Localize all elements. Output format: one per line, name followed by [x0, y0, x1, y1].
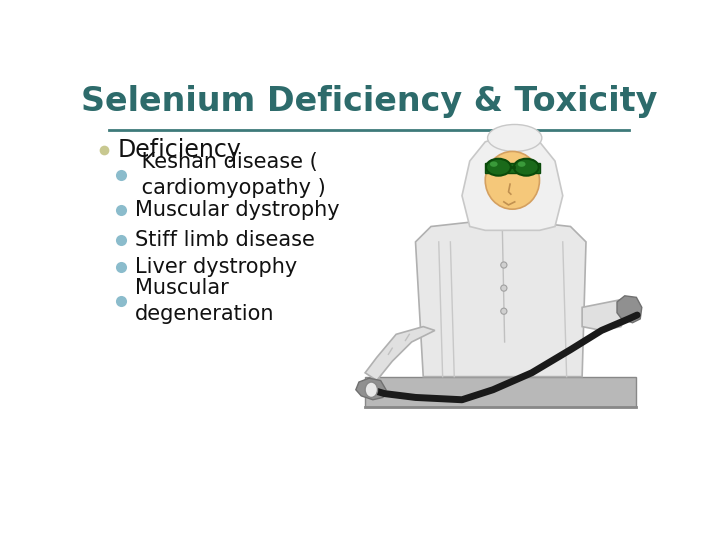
Ellipse shape: [514, 159, 539, 176]
Polygon shape: [485, 211, 539, 226]
Polygon shape: [356, 378, 386, 400]
Polygon shape: [485, 164, 539, 173]
Text: Muscular
degeneration: Muscular degeneration: [135, 279, 274, 324]
Text: Muscular dystrophy: Muscular dystrophy: [135, 200, 340, 220]
Polygon shape: [415, 219, 586, 377]
Polygon shape: [365, 377, 636, 408]
FancyBboxPatch shape: [84, 59, 654, 486]
Ellipse shape: [486, 159, 510, 176]
Ellipse shape: [365, 382, 377, 397]
Polygon shape: [365, 327, 435, 381]
Ellipse shape: [518, 161, 526, 167]
Polygon shape: [617, 296, 642, 323]
Ellipse shape: [487, 125, 542, 151]
Text: Selenium Deficiency & Toxicity: Selenium Deficiency & Toxicity: [81, 85, 657, 118]
Ellipse shape: [490, 161, 498, 167]
Text: Stiff limb disease: Stiff limb disease: [135, 230, 315, 249]
Text: Liver dystrophy: Liver dystrophy: [135, 256, 297, 276]
Circle shape: [500, 285, 507, 291]
Ellipse shape: [485, 151, 539, 209]
Polygon shape: [582, 300, 629, 330]
Text: Keshan disease (
 cardiomyopathy ): Keshan disease ( cardiomyopathy ): [135, 152, 325, 198]
Polygon shape: [462, 134, 563, 231]
Circle shape: [500, 308, 507, 314]
Text: Deficiency: Deficiency: [117, 138, 241, 161]
Circle shape: [500, 262, 507, 268]
